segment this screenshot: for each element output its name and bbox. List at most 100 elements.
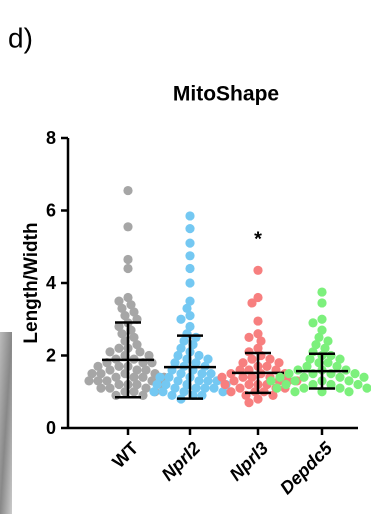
data-point [93, 376, 103, 386]
data-point [229, 376, 239, 386]
data-point [176, 369, 186, 379]
data-point [191, 358, 201, 368]
data-point [117, 329, 127, 339]
data-point [161, 379, 171, 390]
data-point [197, 369, 207, 379]
data-point [323, 336, 333, 346]
data-point [96, 383, 106, 393]
data-point [253, 329, 263, 339]
data-point [200, 383, 210, 393]
data-point [105, 383, 115, 393]
data-point [123, 185, 133, 196]
data-point [152, 379, 162, 390]
data-point [314, 332, 324, 342]
data-point [281, 379, 291, 390]
data-point [253, 316, 263, 326]
data-point [266, 376, 276, 386]
data-point [194, 350, 204, 361]
data-point [111, 372, 121, 382]
data-point [126, 300, 136, 310]
data-point [185, 251, 195, 261]
data-point [129, 387, 139, 397]
chart-title: MitoShape [173, 83, 279, 106]
data-point [114, 343, 124, 353]
data-point [344, 376, 354, 386]
data-point [123, 254, 133, 265]
data-point [185, 263, 195, 274]
data-point [332, 361, 342, 371]
data-point [185, 278, 195, 288]
data-point [114, 379, 124, 390]
data-point [265, 354, 275, 364]
data-point [272, 383, 282, 393]
data-point [179, 336, 189, 346]
data-point [350, 369, 360, 379]
data-point [299, 372, 309, 382]
data-point [317, 314, 327, 324]
x-tick-label: Nprl2 [158, 438, 205, 485]
data-point [317, 298, 327, 308]
data-point [182, 303, 192, 313]
y-tick-label: 4 [46, 273, 56, 293]
data-point [149, 387, 159, 397]
data-point [173, 376, 183, 386]
data-point [114, 296, 124, 306]
data-point [138, 390, 148, 400]
data-point [102, 376, 112, 386]
data-point [308, 318, 318, 328]
data-point [155, 372, 165, 382]
data-point [87, 369, 97, 379]
data-point [194, 376, 204, 386]
data-point [132, 379, 142, 390]
data-point [105, 347, 115, 357]
data-point [247, 372, 257, 382]
data-point [141, 383, 151, 393]
data-point [105, 365, 115, 375]
data-point [311, 340, 321, 350]
data-point [226, 369, 236, 379]
data-point [114, 321, 124, 332]
data-point [203, 376, 213, 386]
y-tick-label: 2 [46, 345, 56, 365]
data-point [290, 376, 300, 386]
data-point [170, 383, 180, 393]
data-point [185, 321, 195, 332]
data-point [123, 222, 133, 232]
data-point [123, 263, 133, 274]
x-tick-label: Depdc5 [276, 437, 337, 498]
data-point [226, 387, 236, 397]
data-point [262, 361, 272, 371]
data-point [167, 390, 177, 400]
data-point [299, 383, 309, 393]
panel-label: d) [8, 22, 33, 53]
y-tick-label: 0 [46, 418, 56, 438]
data-point [141, 365, 151, 375]
data-point [164, 372, 174, 382]
data-point [317, 287, 327, 297]
data-point [111, 390, 121, 400]
data-point [206, 369, 216, 379]
x-tick-label: Nprl3 [226, 438, 273, 485]
data-point [185, 296, 195, 306]
data-point [203, 354, 213, 364]
data-point [284, 369, 294, 379]
data-point [362, 383, 371, 393]
data-point [238, 372, 248, 382]
data-point [117, 303, 127, 313]
data-point [129, 332, 139, 342]
data-point [217, 372, 227, 382]
data-point [335, 383, 345, 393]
data-point [132, 340, 142, 350]
data-point [191, 383, 201, 393]
data-point [308, 379, 318, 390]
y-axis-label: Length/Width [21, 222, 42, 343]
data-point [256, 336, 266, 346]
data-point [173, 350, 183, 361]
data-point [235, 383, 245, 393]
data-point [274, 358, 284, 368]
data-point [120, 311, 130, 321]
x-tick-label: WT [108, 438, 142, 472]
data-point [129, 372, 139, 382]
data-point [129, 307, 139, 317]
data-point [218, 387, 228, 397]
